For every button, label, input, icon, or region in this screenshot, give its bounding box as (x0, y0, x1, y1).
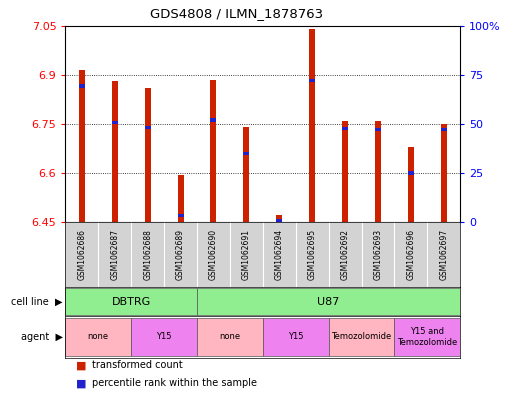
Text: GSM1062688: GSM1062688 (143, 229, 152, 280)
Text: none: none (219, 332, 241, 342)
Text: GSM1062694: GSM1062694 (275, 229, 284, 280)
Bar (131, 318, 197, 356)
Text: GSM1062693: GSM1062693 (373, 229, 382, 280)
Text: GSM1062697: GSM1062697 (439, 229, 448, 280)
Bar (210, 80, 217, 222)
Bar (394, 318, 460, 356)
Text: GSM1062689: GSM1062689 (176, 229, 185, 280)
Text: Y15: Y15 (156, 332, 172, 342)
Text: GSM1062691: GSM1062691 (242, 229, 251, 280)
Bar (197, 288, 460, 315)
Text: GSM1062695: GSM1062695 (308, 229, 316, 280)
Text: none: none (88, 332, 109, 342)
Text: ■: ■ (76, 360, 86, 371)
Bar (145, 126, 151, 129)
Text: GSM1062686: GSM1062686 (77, 229, 86, 280)
Text: ■: ■ (76, 378, 86, 388)
Bar (65, 318, 131, 356)
Text: Y15: Y15 (288, 332, 303, 342)
Bar (408, 147, 414, 222)
Text: GDS4808 / ILMN_1878763: GDS4808 / ILMN_1878763 (150, 7, 323, 20)
Bar (328, 318, 394, 356)
Text: GSM1062687: GSM1062687 (110, 229, 119, 280)
Bar (441, 124, 447, 222)
Bar (309, 79, 315, 82)
Text: agent  ▶: agent ▶ (21, 332, 63, 342)
Text: GSM1062696: GSM1062696 (406, 229, 415, 280)
Bar (112, 121, 118, 124)
Bar (375, 121, 381, 222)
Bar (263, 318, 328, 356)
Text: cell line  ▶: cell line ▶ (12, 297, 63, 307)
Bar (276, 215, 282, 222)
Text: GSM1062690: GSM1062690 (209, 229, 218, 280)
Bar (243, 127, 249, 222)
Bar (408, 171, 414, 174)
Bar (342, 121, 348, 222)
Bar (178, 214, 184, 217)
Text: Y15 and
Temozolomide: Y15 and Temozolomide (397, 327, 458, 347)
Bar (79, 84, 85, 88)
Bar (112, 81, 118, 222)
Bar (243, 152, 249, 155)
Bar (375, 128, 381, 131)
Text: U87: U87 (317, 297, 340, 307)
Bar (276, 219, 282, 223)
Bar (65, 288, 197, 315)
Bar (79, 70, 85, 222)
Bar (178, 174, 184, 222)
Bar (145, 88, 151, 222)
Text: Temozolomide: Temozolomide (332, 332, 392, 342)
Text: percentile rank within the sample: percentile rank within the sample (92, 378, 256, 388)
Bar (441, 128, 447, 131)
Bar (309, 29, 315, 222)
Text: transformed count: transformed count (92, 360, 183, 371)
Text: DBTRG: DBTRG (111, 297, 151, 307)
Bar (210, 118, 217, 121)
Bar (197, 318, 263, 356)
Bar (342, 127, 348, 130)
Text: GSM1062692: GSM1062692 (340, 229, 349, 280)
